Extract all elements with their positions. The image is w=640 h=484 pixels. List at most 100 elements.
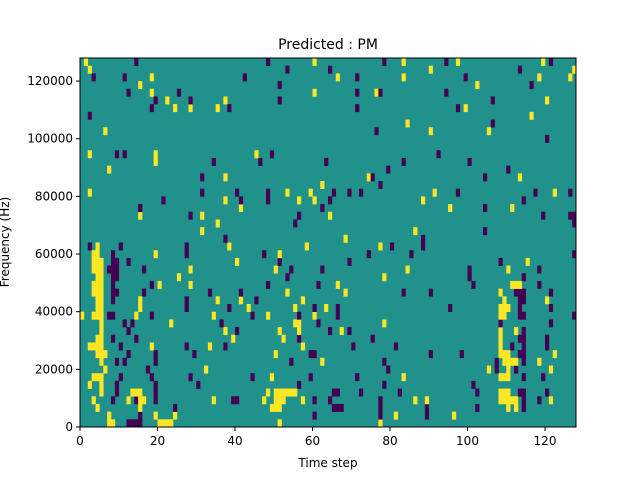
heatmap-cell-high xyxy=(510,204,515,213)
heatmap-cell-high xyxy=(378,242,383,251)
heatmap-cell-high xyxy=(312,58,317,66)
heatmap-cell-low xyxy=(122,357,127,366)
heatmap-cell-low xyxy=(421,242,426,251)
heatmap-cell-high xyxy=(498,342,503,351)
heatmap-cell-high xyxy=(99,319,104,328)
heatmap-cell-high xyxy=(514,327,519,336)
heatmap-cell-high xyxy=(269,403,282,412)
heatmap-cell-low xyxy=(448,304,453,312)
heatmap-cell-high xyxy=(382,319,387,328)
heatmap-cell-low xyxy=(111,288,120,297)
heatmap-cell-high xyxy=(308,188,313,197)
heatmap-cell-high xyxy=(215,104,220,113)
heatmap-cell-high xyxy=(300,342,306,351)
heatmap-cell-high xyxy=(211,396,216,405)
heatmap-cell-low xyxy=(328,196,333,205)
heatmap-cell-high xyxy=(285,288,290,297)
heatmap-cell-low xyxy=(455,188,461,197)
heatmap-cell-high xyxy=(502,296,507,305)
heatmap-cell-high xyxy=(176,273,182,282)
heatmap-cell-low xyxy=(521,196,526,205)
heatmap-cell-high xyxy=(138,403,143,412)
heatmap-cell-low xyxy=(374,127,379,136)
heatmap-cell-high xyxy=(238,296,244,305)
heatmap-cell-low xyxy=(521,273,526,282)
heatmap-cell-high xyxy=(138,396,147,405)
heatmap-cell-low xyxy=(250,373,255,382)
heatmap-cell-low xyxy=(184,342,189,351)
heatmap-cell-low xyxy=(517,388,526,397)
heatmap-cell-high xyxy=(215,219,220,228)
heatmap-cell-high xyxy=(300,296,306,305)
heatmap-cell-high xyxy=(421,196,426,205)
heatmap-cell-low xyxy=(142,265,147,274)
heatmap-cell-low xyxy=(285,65,290,74)
heatmap-cell-low xyxy=(223,234,228,243)
heatmap-cell-low xyxy=(517,304,523,312)
heatmap-cell-low xyxy=(328,65,333,74)
heatmap-cell-high xyxy=(285,188,290,197)
heatmap-cell-high xyxy=(188,280,193,289)
heatmap-cell-low xyxy=(521,327,526,336)
heatmap-cell-high xyxy=(452,411,457,420)
x-tick-label: 80 xyxy=(382,434,397,448)
heatmap-cell-high xyxy=(91,250,100,259)
heatmap-cell-high xyxy=(424,396,430,405)
heatmap-cell-low xyxy=(382,58,387,66)
heatmap-cell-low xyxy=(316,319,321,328)
heatmap-cell-high xyxy=(320,357,325,366)
heatmap-cell-low xyxy=(277,96,282,105)
heatmap-cell-low xyxy=(107,311,116,320)
heatmap-cell-low xyxy=(145,365,151,374)
heatmap-cell-low xyxy=(297,334,302,343)
heatmap-cell-low xyxy=(184,242,189,251)
heatmap-cell-low xyxy=(114,357,120,366)
heatmap-cell-high xyxy=(312,196,317,205)
heatmap-cell-high xyxy=(87,380,92,389)
heatmap-cell-low xyxy=(235,327,240,336)
heatmap-cell-high xyxy=(134,311,139,320)
heatmap-cell-low xyxy=(266,188,271,197)
y-tick-label: 100000 xyxy=(27,132,73,146)
heatmap-cell-low xyxy=(277,257,282,266)
heatmap-cell-low xyxy=(467,157,472,166)
heatmap-cell-low xyxy=(114,380,120,389)
heatmap-cell-high xyxy=(277,250,282,259)
heatmap-cell-high xyxy=(572,65,577,74)
heatmap-cell-low xyxy=(483,173,488,182)
heatmap-cell-low xyxy=(308,350,317,359)
heatmap-cell-low xyxy=(366,250,371,259)
heatmap-cell-low xyxy=(568,211,577,220)
heatmap-cell-high xyxy=(149,88,154,97)
heatmap-cell-low xyxy=(568,188,573,197)
y-tick-label: 80000 xyxy=(35,189,73,203)
heatmap-cell-high xyxy=(401,58,406,66)
heatmap-cell-low xyxy=(184,304,189,312)
heatmap-cell-high xyxy=(91,280,104,289)
heatmap-cell-low xyxy=(111,250,116,259)
heatmap-cell-low xyxy=(149,311,154,320)
heatmap-cell-high xyxy=(273,265,278,274)
heatmap-cell-high xyxy=(157,419,174,428)
heatmap-cell-high xyxy=(107,411,112,420)
heatmap-cell-low xyxy=(521,373,526,382)
heatmap-cell-high xyxy=(393,411,399,420)
heatmap-cell-high xyxy=(324,304,329,312)
heatmap-cell-low xyxy=(176,88,182,97)
heatmap-cell-low xyxy=(114,388,120,397)
heatmap-cell-low xyxy=(409,250,414,259)
heatmap-cell-low xyxy=(227,104,232,113)
heatmap-cell-low xyxy=(517,296,526,305)
y-tick-label: 60000 xyxy=(35,247,73,261)
heatmap-cell-high xyxy=(300,396,306,405)
heatmap-cell-high xyxy=(238,204,244,213)
heatmap-cell-high xyxy=(103,127,108,136)
heatmap-cell-high xyxy=(486,127,492,136)
heatmap-cell-low xyxy=(510,342,515,351)
heatmap-cell-low xyxy=(188,96,193,105)
heatmap-cell-high xyxy=(215,296,220,305)
heatmap-cell-high xyxy=(223,327,228,336)
heatmap-cell-high xyxy=(498,304,511,312)
heatmap-cell-low xyxy=(517,350,526,359)
heatmap-cell-high xyxy=(432,188,437,197)
